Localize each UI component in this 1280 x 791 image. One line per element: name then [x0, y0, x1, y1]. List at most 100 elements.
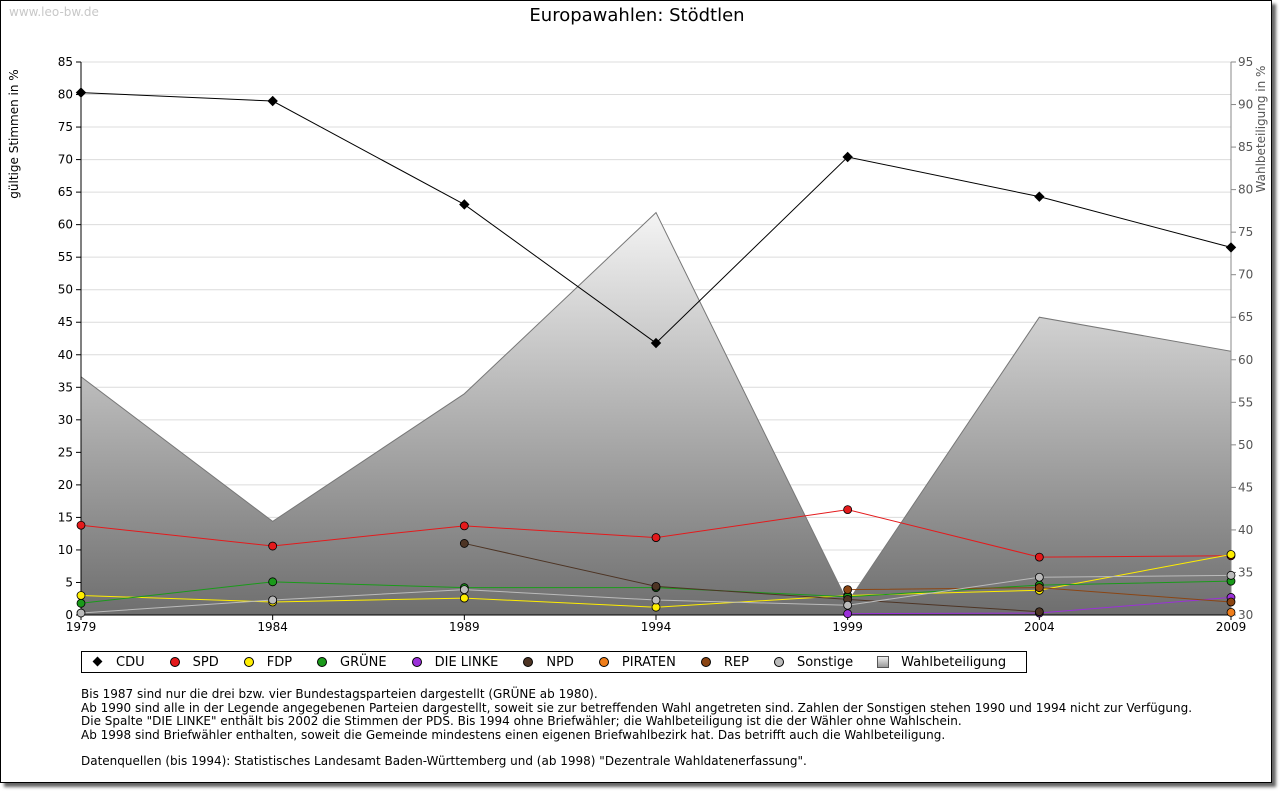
- legend-diamond-marker: [92, 656, 103, 667]
- data-point: [459, 539, 469, 548]
- y2-tick-label: 85: [1238, 140, 1253, 154]
- legend-label: PIRATEN: [621, 654, 676, 670]
- y-tick-label: 25: [58, 445, 73, 459]
- x-tick-label: 1979: [66, 620, 97, 634]
- x-tick-label: 1989: [449, 620, 480, 634]
- data-point: [1226, 597, 1236, 607]
- y-tick-label: 40: [58, 348, 73, 362]
- legend-dot-marker: [700, 657, 711, 667]
- legend-item: Wahlbeteiligung: [877, 655, 1006, 670]
- y-tick-label: 15: [58, 510, 73, 524]
- footnote-line: Die Spalte "DIE LINKE" enthält bis 2002 …: [81, 714, 962, 728]
- data-point: [843, 505, 853, 515]
- y-tick-label: 20: [58, 478, 73, 492]
- data-point: [267, 95, 278, 107]
- data-point: [268, 577, 278, 587]
- data-point: [651, 581, 661, 591]
- y2-tick-label: 70: [1238, 268, 1253, 282]
- legend-label: SPD: [192, 654, 219, 670]
- data-point: [1226, 570, 1236, 580]
- y-tick-label: 30: [58, 413, 73, 427]
- legend-label: FDP: [266, 654, 293, 670]
- y-tick-label: 55: [58, 250, 73, 264]
- data-point: [843, 600, 853, 610]
- y-tick-label: 70: [58, 153, 73, 167]
- y2-tick-label: 30: [1238, 608, 1253, 622]
- legend-symbol: [598, 656, 610, 668]
- y-tick-label: 85: [58, 55, 73, 69]
- legend-dot-marker: [243, 657, 254, 667]
- legend-label: REP: [723, 654, 749, 670]
- legend-dot-marker: [598, 657, 609, 667]
- chart-title: Europawahlen: Stödtlen: [529, 5, 745, 26]
- legend-item: SPD: [169, 655, 219, 670]
- legend-symbol: [316, 656, 328, 668]
- x-tick-label: 1994: [641, 620, 672, 634]
- y2-tick-label: 65: [1238, 310, 1253, 324]
- footnote-line: Ab 1990 sind alle in der Legende angegeb…: [81, 700, 1193, 715]
- legend-symbol: [243, 656, 255, 668]
- y-tick-label: 0: [65, 608, 73, 622]
- legend-item: GRÜNE: [316, 655, 387, 670]
- legend-dot-marker: [411, 657, 422, 667]
- footnote-line: Ab 1998 sind Briefwähler enthalten, sowe…: [81, 727, 946, 742]
- series-line: [464, 542, 1040, 613]
- legend-symbol: [522, 656, 534, 668]
- y2-axis-label: Wahlbeteiligung in %: [1254, 66, 1268, 193]
- data-point: [76, 598, 86, 608]
- turnout-area: [80, 211, 1232, 616]
- y2-tick-label: 50: [1238, 438, 1253, 452]
- legend-item: DIE LINKE: [411, 654, 499, 670]
- y2-tick-label: 45: [1238, 480, 1253, 494]
- legend-dot-marker: [773, 657, 784, 667]
- legend-label: DIE LINKE: [434, 654, 499, 670]
- data-point: [1034, 552, 1044, 562]
- y-tick-label: 10: [58, 543, 73, 557]
- y2-tick-label: 75: [1238, 225, 1253, 239]
- y2-tick-label: 60: [1238, 353, 1253, 367]
- data-point: [459, 199, 470, 210]
- legend-symbol: [92, 656, 104, 668]
- legend-dot-marker: [523, 657, 534, 667]
- data-point: [76, 591, 86, 600]
- legend: CDU SPD FDP GRÜNE DIE LINKE NPD PIRATEN REP Sons…: [81, 651, 1027, 673]
- legend-dot-marker: [169, 657, 180, 667]
- y-tick-label: 35: [58, 380, 73, 394]
- y-tick-label: 80: [58, 88, 73, 102]
- data-source: Datenquellen (bis 1994): Statistisches L…: [81, 754, 807, 768]
- y2-tick-label: 35: [1238, 565, 1253, 579]
- data-point: [1226, 550, 1236, 559]
- watermark: www.leo-bw.de: [9, 5, 99, 19]
- legend-item: REP: [700, 655, 749, 670]
- x-tick-label: 2004: [1024, 620, 1055, 634]
- data-point: [843, 585, 853, 595]
- legend-symbol: [411, 656, 423, 668]
- y2-tick-label: 95: [1238, 55, 1253, 69]
- series-markers: [75, 87, 1237, 619]
- legend-symbol: [773, 656, 785, 668]
- y-tick-label: 60: [58, 218, 73, 232]
- x-tick-label: 2009: [1216, 620, 1247, 634]
- y-tick-label: 75: [58, 120, 73, 134]
- legend-item: FDP: [243, 655, 292, 670]
- x-tick-label: 1999: [832, 620, 863, 634]
- data-point: [1034, 583, 1044, 593]
- y-tick-label: 45: [58, 315, 73, 329]
- legend-item: NPD: [522, 655, 574, 670]
- y-tick-label: 5: [65, 575, 73, 589]
- y2-tick-label: 90: [1238, 98, 1253, 112]
- legend-symbol: [877, 656, 890, 668]
- footnote-line: Bis 1987 sind nur die drei bzw. vier Bun…: [81, 687, 598, 701]
- data-point: [459, 521, 469, 531]
- data-point: [268, 595, 278, 605]
- x-tick-label: 1984: [257, 620, 288, 634]
- data-point: [1034, 607, 1044, 617]
- data-point: [651, 533, 661, 542]
- data-point: [75, 87, 87, 98]
- y2-tick-label: 40: [1238, 523, 1253, 537]
- data-point: [1226, 607, 1236, 617]
- data-point: [1034, 191, 1045, 202]
- legend-item: CDU: [92, 655, 145, 670]
- data-point: [843, 609, 853, 619]
